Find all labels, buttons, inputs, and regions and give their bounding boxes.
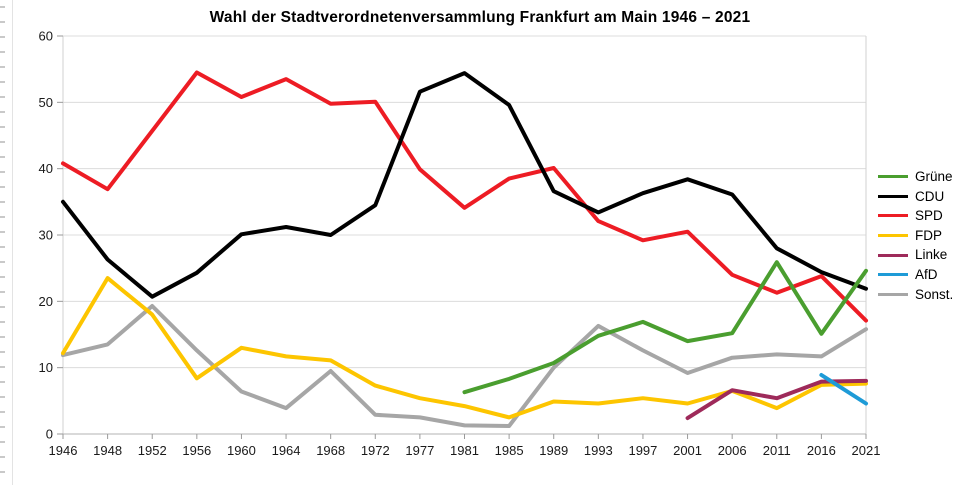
- y-axis-label: 0: [46, 427, 53, 442]
- series-line-grne: [462, 260, 868, 395]
- legend-label: Linke: [915, 247, 948, 263]
- legend-label: CDU: [915, 188, 945, 204]
- legend-item-fdp: FDP: [878, 226, 953, 246]
- y-axis-label: 10: [39, 360, 53, 375]
- chart-title: Wahl der Stadtverordnetenversammlung Fra…: [209, 9, 751, 26]
- x-axis-label: 1993: [584, 443, 613, 458]
- legend-label: FDP: [915, 227, 942, 243]
- legend-label: Sonst.: [915, 286, 954, 302]
- left-edge-ruler: [0, 0, 13, 485]
- legend-line-swatch: [878, 214, 908, 218]
- legend-line-swatch: [878, 234, 908, 238]
- series-line-sonst: [61, 304, 868, 428]
- y-axis-label: 50: [39, 95, 53, 110]
- y-axis-label: 30: [39, 228, 53, 243]
- legend-label: AfD: [915, 267, 938, 283]
- x-axis-label: 1989: [539, 443, 568, 458]
- x-axis-label: 1981: [450, 443, 479, 458]
- legend-item-cdu: CDU: [878, 187, 953, 207]
- x-axis-label: 1972: [361, 443, 390, 458]
- x-axis-label: 1956: [182, 443, 211, 458]
- y-axis-label: 60: [39, 29, 53, 44]
- ruler-tick-marks: [0, 6, 5, 479]
- legend-label: SPD: [915, 208, 943, 224]
- legend-line-swatch: [878, 292, 908, 296]
- legend-item-spd: SPD: [878, 206, 953, 226]
- x-axis-label: 2006: [718, 443, 747, 458]
- x-axis-label: 1997: [628, 443, 657, 458]
- x-axis-label: 2011: [763, 443, 791, 458]
- legend-label: Grüne: [915, 169, 953, 185]
- x-axis-label: 1960: [227, 443, 256, 458]
- legend-item-grne: Grüne: [878, 167, 953, 187]
- x-axis-label: 2021: [852, 443, 881, 458]
- x-axis-label: 1946: [49, 443, 78, 458]
- series-line-cdu: [61, 71, 868, 299]
- legend-line-swatch: [878, 175, 908, 179]
- chart-legend: Grüne CDU SPD FDP Linke AfD Sonst.: [878, 167, 953, 304]
- series-line-linke: [685, 378, 868, 421]
- series-line-spd: [61, 70, 868, 323]
- y-axis-label: 40: [39, 161, 53, 176]
- x-axis-label: 1985: [495, 443, 524, 458]
- x-axis-label: 1952: [138, 443, 167, 458]
- x-axis-label: 1964: [272, 443, 301, 458]
- x-axis-label: 2001: [673, 443, 702, 458]
- legend-line-swatch: [878, 273, 908, 277]
- x-axis-label: 2016: [807, 443, 836, 458]
- legend-item-linke: Linke: [878, 245, 953, 265]
- y-axis-label: 20: [39, 294, 53, 309]
- legend-line-swatch: [878, 194, 908, 198]
- legend-item-sonst: Sonst.: [878, 285, 953, 305]
- series-line-fdp: [61, 276, 868, 420]
- legend-item-afd: AfD: [878, 265, 953, 285]
- x-axis-label: 1948: [93, 443, 122, 458]
- x-axis-label: 1968: [316, 443, 345, 458]
- series-line-afd: [819, 373, 868, 406]
- x-axis-label: 1977: [405, 443, 434, 458]
- legend-line-swatch: [878, 253, 908, 257]
